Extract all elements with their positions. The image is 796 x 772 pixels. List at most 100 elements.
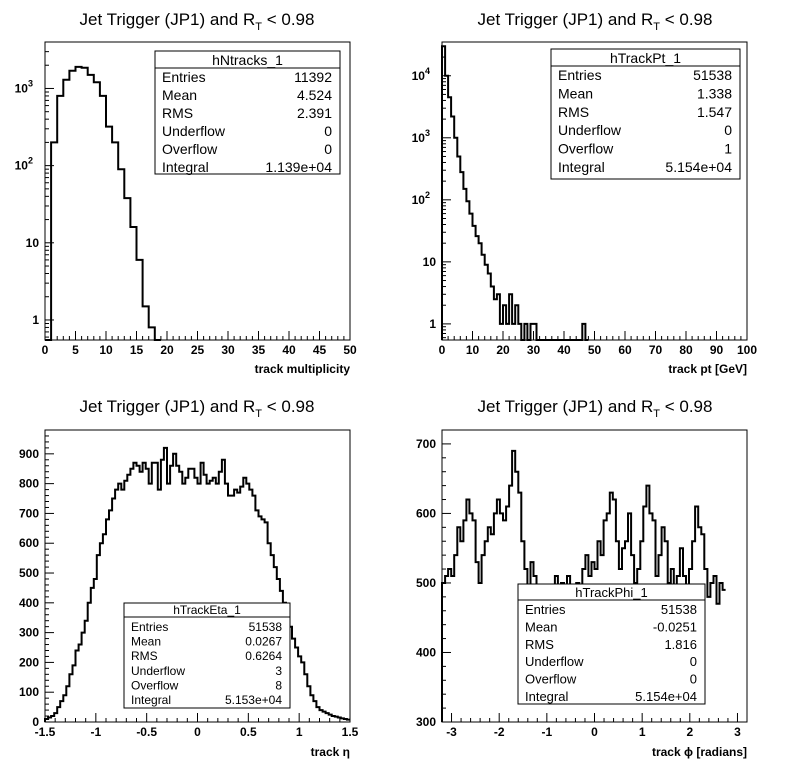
stats-box-title: hTrackEta_1 [173, 603, 241, 617]
y-tick-label: 400 [19, 596, 39, 610]
stats-row-value: 0 [724, 122, 732, 138]
stats-row-label: Underflow [131, 664, 185, 678]
x-tick-label: 1.5 [342, 725, 359, 739]
stats-row-label: Entries [525, 602, 566, 617]
stats-row-value: 51538 [661, 602, 697, 617]
x-axis-label: track multiplicity [255, 362, 351, 376]
histogram-line [44, 446, 350, 722]
stats-row-label: Overflow [525, 672, 577, 687]
stats-row-label: Underflow [525, 654, 584, 669]
y-tick-label: 100 [19, 685, 39, 699]
stats-row-value: 2.391 [297, 105, 332, 121]
x-tick-label: 40 [557, 343, 571, 357]
stats-row-label: Underflow [558, 122, 622, 138]
y-tick-label: 103 [15, 78, 33, 95]
x-tick-label: 45 [313, 343, 327, 357]
stats-row-value: 4.524 [297, 87, 332, 103]
stats-row-value: 1.338 [697, 85, 732, 101]
stats-row-value: 0.0267 [245, 635, 282, 649]
stats-box: hTrackEta_1 Entries 51538 Mean 0.0267 RMS 0.62… [123, 602, 291, 709]
x-tick-label: 1 [296, 725, 303, 739]
panel-title: Jet Trigger (JP1) and RT < 0.98 [478, 10, 713, 33]
stats-box-frame [123, 602, 291, 709]
y-tick-label: 1 [32, 313, 39, 327]
y-tick-label: 700 [416, 437, 436, 451]
x-tick-label: 35 [252, 343, 266, 357]
y-tick-label: 600 [416, 506, 436, 520]
stats-row-value: 1.816 [664, 637, 697, 652]
stats-box: hNtracks_1 Entries 11392 Mean 4.524 RMS 2.391 U… [154, 50, 341, 175]
stats-row-value: 5.153e+04 [225, 693, 282, 707]
stats-row-value: 0 [324, 123, 332, 139]
stats-row-value: -0.0251 [653, 619, 697, 634]
x-tick-label: 30 [221, 343, 235, 357]
stats-row-label: RMS [525, 637, 554, 652]
stats-row-label: RMS [131, 649, 158, 663]
x-tick-label: 0 [439, 343, 446, 357]
x-tick-label: 10 [99, 343, 113, 357]
stats-row-value: 1.547 [697, 104, 732, 120]
x-tick-label: -2 [494, 725, 505, 739]
stats-row-label: Integral [558, 159, 605, 175]
y-tick-label: 102 [412, 190, 430, 207]
stats-box: hTrackPt_1 Entries 51538 Mean 1.338 RMS 1.547 U… [550, 48, 741, 180]
x-tick-label: 0 [194, 725, 201, 739]
panel-title: Jet Trigger (JP1) and RT < 0.98 [80, 397, 315, 420]
stats-box-frame [550, 48, 741, 180]
x-tick-label: -1 [542, 725, 553, 739]
x-tick-label: 90 [710, 343, 724, 357]
histogram-line [45, 65, 161, 341]
stats-row-label: Mean [131, 635, 161, 649]
y-tick-label: 104 [412, 66, 430, 83]
x-tick-label: 15 [130, 343, 144, 357]
stats-row-label: Mean [162, 87, 197, 103]
stats-row-label: Mean [558, 85, 593, 101]
x-tick-label: 10 [466, 343, 480, 357]
x-tick-label: 40 [282, 343, 296, 357]
x-tick-label: 20 [496, 343, 510, 357]
stats-row-label: Integral [131, 693, 171, 707]
histogram-line [441, 45, 589, 341]
y-tick-label: 1 [429, 317, 436, 331]
x-axis-label: track ϕ [radians] [652, 745, 747, 759]
y-tick-label: 0 [32, 715, 39, 729]
stats-row-label: Overflow [162, 141, 218, 157]
stats-row-value: 51538 [249, 620, 283, 634]
x-tick-label: 0 [42, 343, 49, 357]
stats-row-label: Overflow [131, 678, 179, 692]
x-tick-label: 25 [191, 343, 205, 357]
panel-title: Jet Trigger (JP1) and RT < 0.98 [478, 397, 713, 420]
stats-row-value: 3 [275, 664, 282, 678]
stats-row-value: 5.154e+04 [635, 689, 697, 704]
histogram-panel: Jet Trigger (JP1) and RT < 0.980 5 10 15 20 2… [15, 10, 357, 376]
x-axis-label: track η [311, 745, 350, 759]
stats-row-value: 11392 [294, 69, 332, 85]
x-tick-label: 0 [591, 725, 598, 739]
stats-row-value: 0 [324, 141, 332, 157]
stats-row-value: 1.139e+04 [265, 159, 332, 175]
stats-row-value: 1 [724, 141, 732, 157]
histogram-panel: Jet Trigger (JP1) and RT < 0.980 10 20 30 40… [412, 10, 758, 376]
stats-row-value: 0 [690, 672, 697, 687]
stats-row-label: Entries [131, 620, 168, 634]
x-tick-label: 1 [639, 725, 646, 739]
x-tick-label: 50 [588, 343, 602, 357]
x-tick-label: -1 [90, 725, 101, 739]
stats-row-label: Integral [525, 689, 568, 704]
x-tick-label: 100 [737, 343, 757, 357]
x-tick-label: 60 [618, 343, 632, 357]
x-tick-label: -0.5 [136, 725, 157, 739]
y-tick-label: 300 [416, 715, 436, 729]
stats-row-value: 0.6264 [245, 649, 282, 663]
stats-row-label: RMS [558, 104, 589, 120]
histogram-line [441, 449, 726, 722]
y-tick-label: 10 [26, 236, 40, 250]
stats-row-label: Underflow [162, 123, 226, 139]
stats-box-title: hTrackPt_1 [610, 50, 681, 66]
x-tick-label: 3 [734, 725, 741, 739]
x-tick-label: -1.5 [35, 725, 56, 739]
y-tick-label: 800 [19, 477, 39, 491]
y-tick-label: 700 [19, 506, 39, 520]
x-axis-label: track pt [GeV] [668, 362, 747, 376]
